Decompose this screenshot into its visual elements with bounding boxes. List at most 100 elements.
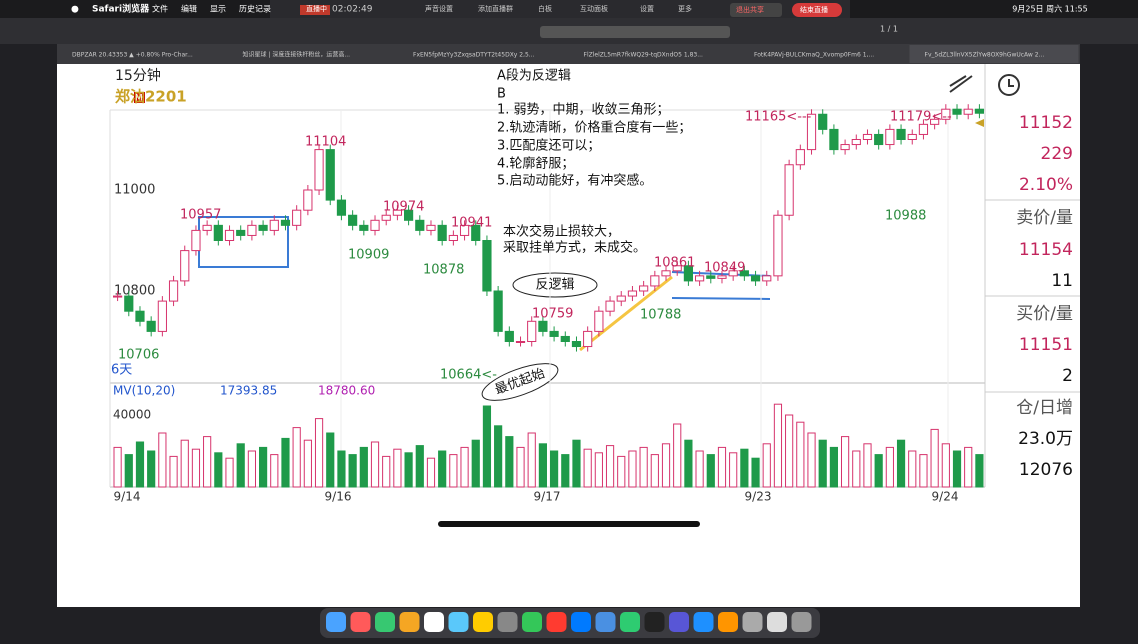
candle-body bbox=[336, 199, 347, 216]
candle-body bbox=[683, 265, 693, 282]
dock-icon[interactable] bbox=[742, 612, 763, 632]
candle-body bbox=[941, 108, 951, 120]
end-button[interactable] bbox=[792, 3, 842, 17]
candle-body bbox=[728, 270, 738, 277]
dock-icon[interactable] bbox=[546, 612, 567, 632]
candle-body bbox=[482, 240, 492, 292]
dock-icon[interactable] bbox=[693, 612, 714, 632]
dock-icon[interactable] bbox=[669, 612, 689, 632]
volume-bar bbox=[852, 450, 861, 488]
candle-body bbox=[650, 275, 660, 287]
tab[interactable] bbox=[909, 45, 1079, 63]
candle-body bbox=[314, 149, 324, 191]
tab[interactable] bbox=[57, 45, 226, 63]
volume-bar bbox=[124, 454, 133, 488]
side-value: 11151 bbox=[1019, 335, 1073, 355]
volume-bar bbox=[964, 446, 973, 488]
bubble-text: 反逻辑 bbox=[535, 278, 574, 293]
mv1: 17393.85 bbox=[220, 384, 277, 398]
volume-bar bbox=[158, 432, 167, 488]
volume-bar bbox=[460, 446, 469, 488]
dock-icon[interactable] bbox=[375, 612, 395, 632]
dock-icon[interactable] bbox=[326, 612, 346, 632]
volume-bar bbox=[471, 439, 480, 488]
volume-bar bbox=[639, 446, 648, 488]
candle-body bbox=[471, 224, 481, 242]
candle-body bbox=[280, 219, 291, 226]
clock-icon[interactable] bbox=[998, 74, 1020, 96]
tab[interactable] bbox=[398, 45, 567, 63]
point-label: 10909 bbox=[348, 248, 389, 263]
dock-icon[interactable] bbox=[791, 612, 812, 632]
dock-icon[interactable] bbox=[718, 612, 738, 632]
tab-title: FlZlelZL5mR7fkWQ29-tqDXndO5 1,83... bbox=[584, 52, 704, 59]
x-tick-label: 9/14 bbox=[114, 490, 141, 504]
candle-body bbox=[258, 224, 268, 231]
point-label: 10941 bbox=[451, 216, 492, 231]
point-label: 10788 bbox=[640, 308, 681, 323]
volume-bar bbox=[438, 450, 447, 488]
dock-icon[interactable] bbox=[620, 612, 640, 632]
volume-bar bbox=[113, 446, 122, 488]
candle-body bbox=[773, 214, 783, 277]
volume-bar bbox=[717, 446, 727, 488]
volume-bar bbox=[180, 439, 189, 488]
volume-bar bbox=[337, 450, 346, 488]
volume-bar bbox=[919, 454, 928, 488]
candle-body bbox=[325, 149, 335, 201]
candle-body bbox=[818, 113, 828, 130]
tab[interactable] bbox=[568, 45, 738, 63]
status-item: 直播中 bbox=[306, 4, 327, 13]
candle-body bbox=[918, 123, 929, 135]
dock-icon[interactable] bbox=[644, 612, 665, 632]
draw-icon[interactable] bbox=[949, 75, 973, 93]
candle-body bbox=[829, 128, 839, 151]
volume-bar bbox=[326, 432, 335, 488]
candle-body bbox=[448, 234, 458, 241]
dock-icon[interactable] bbox=[497, 612, 518, 632]
volume-bar bbox=[516, 446, 525, 488]
status-item: 声音设置 bbox=[425, 4, 453, 13]
x-tick-label: 9/16 bbox=[325, 490, 352, 504]
dock-icon[interactable] bbox=[595, 612, 616, 632]
tab[interactable] bbox=[227, 45, 397, 63]
side-value: 仓/日增 bbox=[1016, 398, 1073, 418]
live-dot bbox=[300, 5, 330, 15]
dock-icon[interactable] bbox=[448, 612, 469, 632]
dock-icon[interactable] bbox=[522, 612, 542, 632]
volume-bar bbox=[203, 436, 212, 488]
candle-body bbox=[404, 209, 414, 221]
dock-icon[interactable] bbox=[424, 612, 444, 632]
tab-title: Fv_5dZL3llnVX5ZlYw8OX9hGwUcAw 2... bbox=[925, 52, 1045, 59]
point-label: 10759 bbox=[532, 307, 573, 322]
volume-bar bbox=[650, 454, 659, 488]
dock-icon[interactable] bbox=[399, 612, 420, 632]
side-value: 23.0万 bbox=[1018, 429, 1073, 449]
candle-body bbox=[415, 219, 425, 231]
volume-bar bbox=[259, 446, 268, 488]
dock-icon[interactable] bbox=[767, 612, 787, 632]
volume-bar bbox=[247, 450, 257, 488]
volume-bar bbox=[415, 445, 424, 488]
volume-bar bbox=[382, 455, 391, 488]
candle-body bbox=[594, 310, 604, 332]
volume-bar bbox=[314, 418, 324, 488]
side-value: 2.10% bbox=[1019, 175, 1073, 195]
annotation: A段为反逻辑 bbox=[497, 69, 571, 84]
y-tick-label: 11000 bbox=[114, 183, 155, 198]
candle-body bbox=[135, 310, 145, 322]
candle-body bbox=[202, 224, 212, 231]
volume-bar bbox=[785, 414, 794, 488]
candle-body bbox=[437, 224, 447, 242]
stop-button[interactable] bbox=[730, 3, 782, 17]
point-label: 11104 bbox=[305, 135, 346, 150]
dock-icon[interactable] bbox=[571, 612, 591, 632]
volume-bar bbox=[695, 450, 704, 488]
volume-bar bbox=[796, 421, 805, 488]
tab[interactable] bbox=[739, 45, 908, 63]
point-label: 10957 bbox=[180, 208, 221, 223]
candle-body bbox=[146, 320, 156, 332]
tab-title: FxEN5fpMzYy3ZxqsaDTYT2t45DXy 2,5... bbox=[413, 52, 535, 59]
dock-icon[interactable] bbox=[473, 612, 493, 632]
dock-icon[interactable] bbox=[350, 612, 371, 632]
